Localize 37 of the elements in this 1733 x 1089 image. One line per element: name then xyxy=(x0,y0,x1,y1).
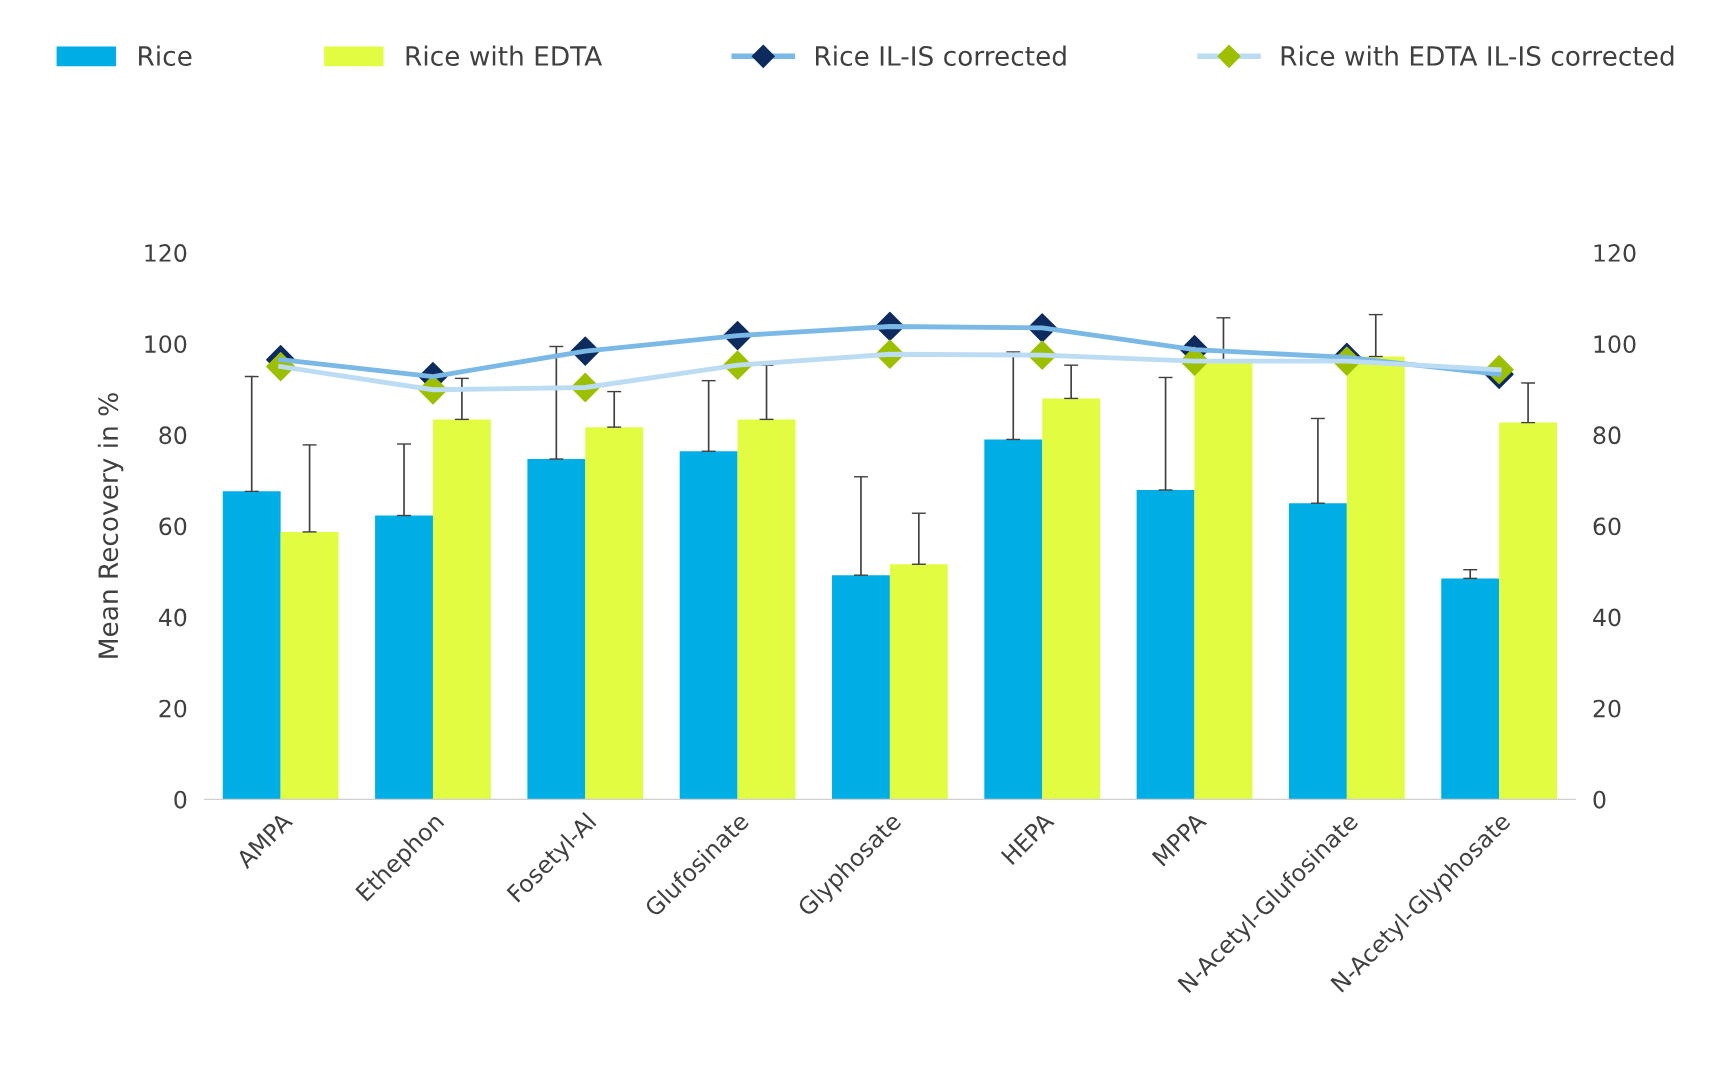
legend-label: Rice IL-IS corrected xyxy=(815,45,1066,66)
y2-tick-label: 60 xyxy=(1593,517,1621,536)
y-tick-label: 0 xyxy=(174,790,187,809)
y2-tick-label: 20 xyxy=(1593,699,1621,718)
y-tick-label: 100 xyxy=(145,335,187,354)
bar xyxy=(280,531,339,800)
bar xyxy=(585,427,644,800)
bar xyxy=(1441,578,1500,800)
y-tick-label: 60 xyxy=(159,517,187,536)
bar xyxy=(1194,361,1253,800)
y2-tick-label: 120 xyxy=(1594,244,1636,262)
y2-tick-label: 0 xyxy=(1593,790,1606,809)
bar xyxy=(527,459,586,800)
bar xyxy=(984,439,1043,800)
bar xyxy=(889,564,948,800)
bar xyxy=(1346,356,1405,800)
legend-label: Rice with EDTA IL-IS corrected xyxy=(1281,45,1674,66)
y-tick-label: 40 xyxy=(158,608,187,627)
bar xyxy=(1288,503,1347,800)
y2-tick-label: 80 xyxy=(1593,426,1621,445)
y-tick-label: 20 xyxy=(159,699,187,718)
legend-label: Rice with EDTA xyxy=(406,45,603,66)
y2-tick-label: 100 xyxy=(1594,335,1636,354)
bar xyxy=(1136,490,1195,800)
y-tick-label: 80 xyxy=(159,426,187,445)
y-tick-label: 120 xyxy=(145,244,187,262)
bar xyxy=(1499,422,1558,800)
y2-tick-label: 40 xyxy=(1593,608,1621,627)
bar xyxy=(737,419,796,800)
bar xyxy=(832,575,890,800)
legend-label: Rice xyxy=(139,45,192,66)
bar xyxy=(432,419,491,800)
bar xyxy=(222,491,281,800)
bar xyxy=(679,451,738,800)
y-axis-title: Mean Recovery in % xyxy=(97,393,124,658)
bar xyxy=(375,515,433,800)
bar xyxy=(1042,398,1101,800)
